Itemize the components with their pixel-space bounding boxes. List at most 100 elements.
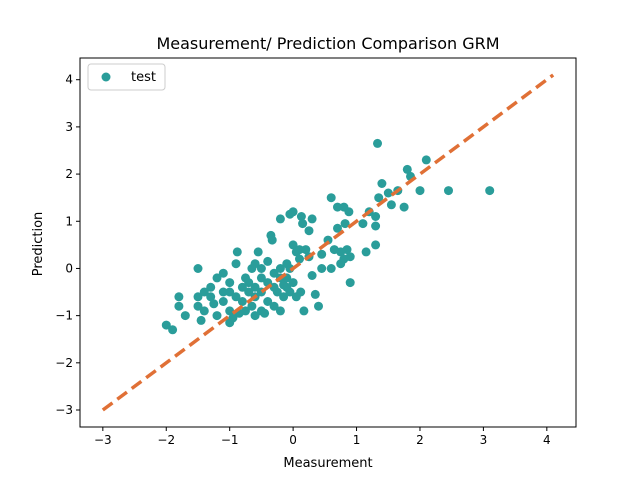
- scatter-point: [344, 207, 354, 217]
- scatter-point: [263, 256, 273, 266]
- scatter-point: [253, 247, 263, 257]
- x-tick-label: −2: [157, 433, 175, 447]
- scatter-point: [374, 193, 384, 203]
- scatter-point: [199, 287, 209, 297]
- legend-label: test: [131, 70, 156, 85]
- legend: test: [87, 63, 166, 91]
- scatter-point: [326, 193, 336, 203]
- scatter-point: [333, 223, 342, 233]
- scatter-point: [225, 278, 235, 288]
- scatter-point: [317, 249, 327, 259]
- scatter-point: [206, 292, 216, 302]
- scatter-point: [296, 212, 306, 221]
- x-tick-label: 4: [543, 433, 551, 447]
- axes-frame: [79, 57, 577, 428]
- scatter-point: [218, 297, 228, 306]
- scatter-point: [298, 219, 308, 229]
- x-tick-label: 2: [416, 433, 424, 447]
- scatter-point: [361, 247, 371, 257]
- scatter-point: [285, 287, 295, 297]
- scatter-point: [310, 289, 320, 299]
- y-axis-label: Prediction: [31, 212, 46, 277]
- scatter-point: [193, 264, 203, 273]
- scatter-point: [345, 278, 355, 288]
- scatter-point: [314, 301, 323, 311]
- scatter-point: [232, 247, 242, 257]
- scatter-point: [244, 278, 254, 288]
- scatter-point: [340, 219, 350, 229]
- y-tick-label: 4: [65, 73, 73, 87]
- scatter-point: [299, 306, 309, 316]
- reference-line: [101, 73, 555, 412]
- chart-title: Measurement/ Prediction Comparison GRM: [156, 34, 499, 53]
- scatter-point: [295, 254, 304, 264]
- scatter-point: [269, 301, 279, 311]
- scatter-point: [272, 287, 282, 297]
- scatter-point: [250, 259, 260, 269]
- scatter-point: [383, 188, 393, 198]
- x-tick-label: 0: [289, 433, 297, 447]
- scatter-point: [256, 273, 266, 283]
- scatter-point: [371, 212, 381, 221]
- scatter-point: [237, 282, 247, 292]
- scatter-point: [218, 268, 228, 278]
- scatter-point: [342, 245, 352, 255]
- scatter-point: [231, 259, 241, 269]
- scatter-point: [256, 264, 266, 273]
- scatter-point: [373, 138, 382, 148]
- scatter-point: [212, 273, 222, 283]
- scatter-point: [307, 214, 317, 224]
- scatter-point: [275, 306, 285, 316]
- scatter-point: [333, 202, 342, 212]
- scatter-point: [209, 299, 219, 309]
- scatter-point: [180, 311, 190, 321]
- scatter-point: [244, 287, 254, 297]
- scatter-point: [485, 186, 495, 196]
- x-tick-label: −3: [94, 433, 112, 447]
- scatter-point: [212, 311, 222, 321]
- scatter-point: [174, 292, 184, 302]
- scatter-point: [231, 292, 241, 302]
- y-tick-label: 1: [65, 214, 73, 228]
- scatter-point: [275, 264, 285, 273]
- scatter-point: [193, 292, 203, 302]
- scatter-point: [225, 306, 235, 316]
- legend-marker: [101, 72, 111, 82]
- scatter-point: [304, 226, 314, 236]
- scatter-point: [386, 200, 396, 210]
- scatter-point: [263, 297, 273, 306]
- scatter-point: [193, 301, 203, 311]
- scatter-point: [225, 287, 235, 297]
- scatter-point: [218, 287, 228, 297]
- scatter-point: [241, 306, 250, 316]
- plot-area: [101, 73, 555, 412]
- scatter-point: [421, 155, 431, 165]
- scatter-point: [288, 278, 298, 288]
- scatter-point: [199, 306, 209, 316]
- scatter-point: [326, 264, 336, 273]
- y-tick-label: 2: [65, 167, 73, 181]
- scatter-point: [371, 221, 381, 231]
- scatter-point: [415, 186, 425, 196]
- scatter-point: [275, 214, 285, 224]
- legend-box: [87, 63, 166, 91]
- y-tick-label: 0: [65, 261, 73, 275]
- scatter-point: [317, 264, 327, 273]
- scatter-point: [301, 245, 311, 255]
- x-tick-label: 1: [353, 433, 361, 447]
- scatter-point: [206, 282, 216, 292]
- scatter-point: [295, 245, 304, 255]
- x-axis-label: Measurement: [283, 456, 372, 471]
- scatter-point: [345, 252, 355, 262]
- scatter-point: [269, 268, 279, 278]
- scatter-point: [288, 240, 298, 250]
- scatter-point: [267, 235, 277, 245]
- scatter-point: [377, 179, 387, 188]
- scatter-point: [402, 164, 412, 174]
- scatter-point: [444, 186, 453, 196]
- y-tick-label: 3: [65, 120, 73, 134]
- scatter-point: [196, 315, 206, 325]
- scatter-point: [371, 240, 381, 250]
- x-tick-label: 3: [480, 433, 488, 447]
